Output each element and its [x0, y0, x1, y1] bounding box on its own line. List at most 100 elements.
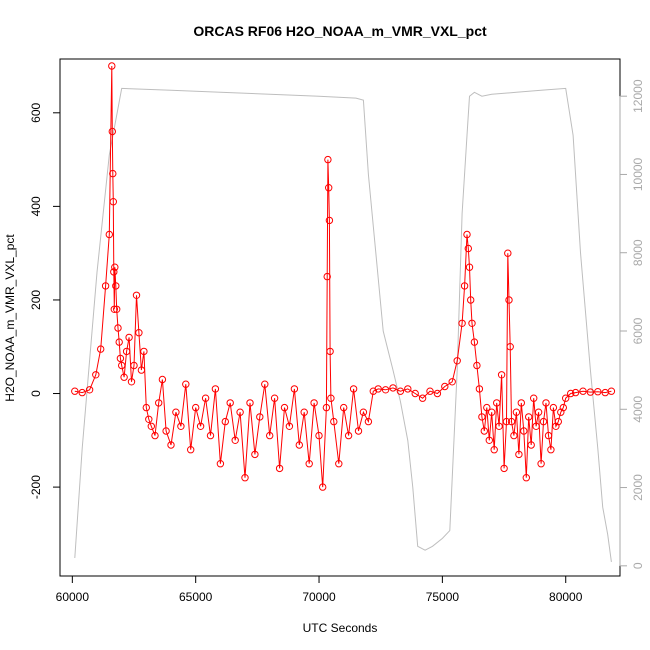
h2o-point: [530, 394, 538, 402]
h2o-point: [241, 474, 249, 482]
h2o-point: [532, 422, 540, 430]
h2o-point: [527, 441, 535, 449]
h2o-point: [142, 403, 151, 412]
h2o-point: [111, 263, 119, 271]
altitude-series: [74, 87, 612, 562]
h2o-point: [594, 388, 602, 396]
h2o-point: [340, 403, 348, 412]
x-tick-label: 65000: [179, 590, 213, 604]
h2o-point: [579, 387, 587, 395]
y-tick-label: -200: [29, 475, 43, 499]
h2o-point: [522, 474, 530, 482]
y2-tick-label: 6000: [631, 317, 645, 344]
h2o-point: [571, 388, 580, 397]
h2o-point: [330, 417, 338, 426]
h2o-point: [177, 422, 185, 430]
h2o-point: [460, 282, 469, 290]
h2o-point: [426, 387, 434, 395]
x-axis: 60000 65000 70000 75000 80000: [56, 575, 583, 604]
h2o-point: [349, 385, 358, 393]
x-tick-label: 75000: [426, 590, 460, 604]
h2o-point: [151, 431, 159, 440]
h2o-point: [324, 155, 332, 164]
h2o-point: [507, 417, 516, 426]
h2o-point: [517, 399, 525, 407]
h2o-point: [490, 446, 498, 454]
x-axis-label: UTC Seconds: [303, 621, 378, 635]
h2o-point: [488, 408, 496, 416]
h2o-point: [515, 450, 523, 459]
h2o-point: [411, 389, 419, 398]
h2o-point: [483, 403, 491, 412]
h2o-point: [137, 366, 146, 374]
h2o-point: [463, 230, 471, 239]
h2o-point: [315, 431, 323, 440]
h2o-point: [441, 382, 449, 391]
y2-tick-label: 2000: [631, 474, 645, 501]
h2o-point: [110, 268, 118, 276]
h2o-point: [216, 460, 225, 468]
h2o-point: [448, 378, 456, 386]
h2o-point: [389, 384, 397, 392]
h2o-point: [118, 361, 126, 370]
h2o-point: [607, 387, 616, 395]
h2o-point: [275, 464, 284, 473]
h2o-point: [480, 427, 488, 435]
h2o-point: [323, 272, 331, 281]
h2o-point: [470, 338, 479, 346]
h2o-point: [539, 417, 548, 426]
h2o-point: [251, 450, 259, 459]
h2o-point: [130, 361, 138, 370]
h2o-point: [196, 422, 205, 430]
h2o-point: [485, 436, 493, 444]
h2o-point: [127, 378, 136, 386]
h2o-point: [78, 388, 86, 397]
h2o-point: [404, 385, 412, 393]
h2o-point: [537, 460, 545, 468]
h2o-point: [109, 169, 117, 178]
h2o-point: [162, 427, 170, 435]
h2o-point: [505, 296, 513, 304]
h2o-point: [464, 244, 472, 253]
h2o-point: [120, 373, 128, 381]
h2o-point: [201, 394, 210, 402]
h2o-point: [132, 291, 141, 299]
h2o-point: [364, 417, 373, 426]
h2o-point: [295, 441, 303, 449]
h2o-point: [305, 460, 313, 468]
h2o-point: [108, 62, 116, 70]
y2-tick-label: 0: [631, 562, 645, 569]
y-axis: -200 0 200 400 600: [29, 102, 61, 499]
h2o-point: [116, 354, 125, 363]
h2o-point: [381, 386, 390, 394]
h2o-point: [344, 431, 353, 440]
h2o-point: [110, 305, 119, 313]
h2o-point: [167, 441, 175, 449]
h2o-point: [97, 345, 105, 353]
h2o-point: [325, 216, 334, 225]
altitude-line: [74, 87, 612, 562]
h2o-point: [497, 371, 506, 379]
h2o-point: [105, 230, 114, 239]
h2o-point: [261, 380, 269, 388]
h2o-line: [74, 65, 612, 488]
h2o-point: [285, 422, 294, 430]
h2o-point: [256, 413, 264, 421]
h2o-point: [475, 385, 484, 393]
h2o-point: [504, 249, 512, 257]
y-tick-label: 600: [29, 102, 43, 122]
h2o-point: [542, 399, 550, 407]
h2o-point: [319, 483, 327, 491]
y2-axis: 0 2000 4000 6000 8000 10000 12000: [619, 79, 645, 569]
h2o-point: [135, 329, 143, 337]
h2o-point: [467, 296, 475, 304]
h2o-point: [109, 198, 118, 206]
h2o-point: [125, 333, 133, 342]
h2o-point: [114, 324, 122, 332]
h2o-point: [325, 184, 333, 192]
h2o-point: [512, 408, 521, 416]
h2o-point: [544, 431, 553, 440]
h2o-point: [586, 388, 595, 396]
h2o-point: [182, 380, 190, 388]
